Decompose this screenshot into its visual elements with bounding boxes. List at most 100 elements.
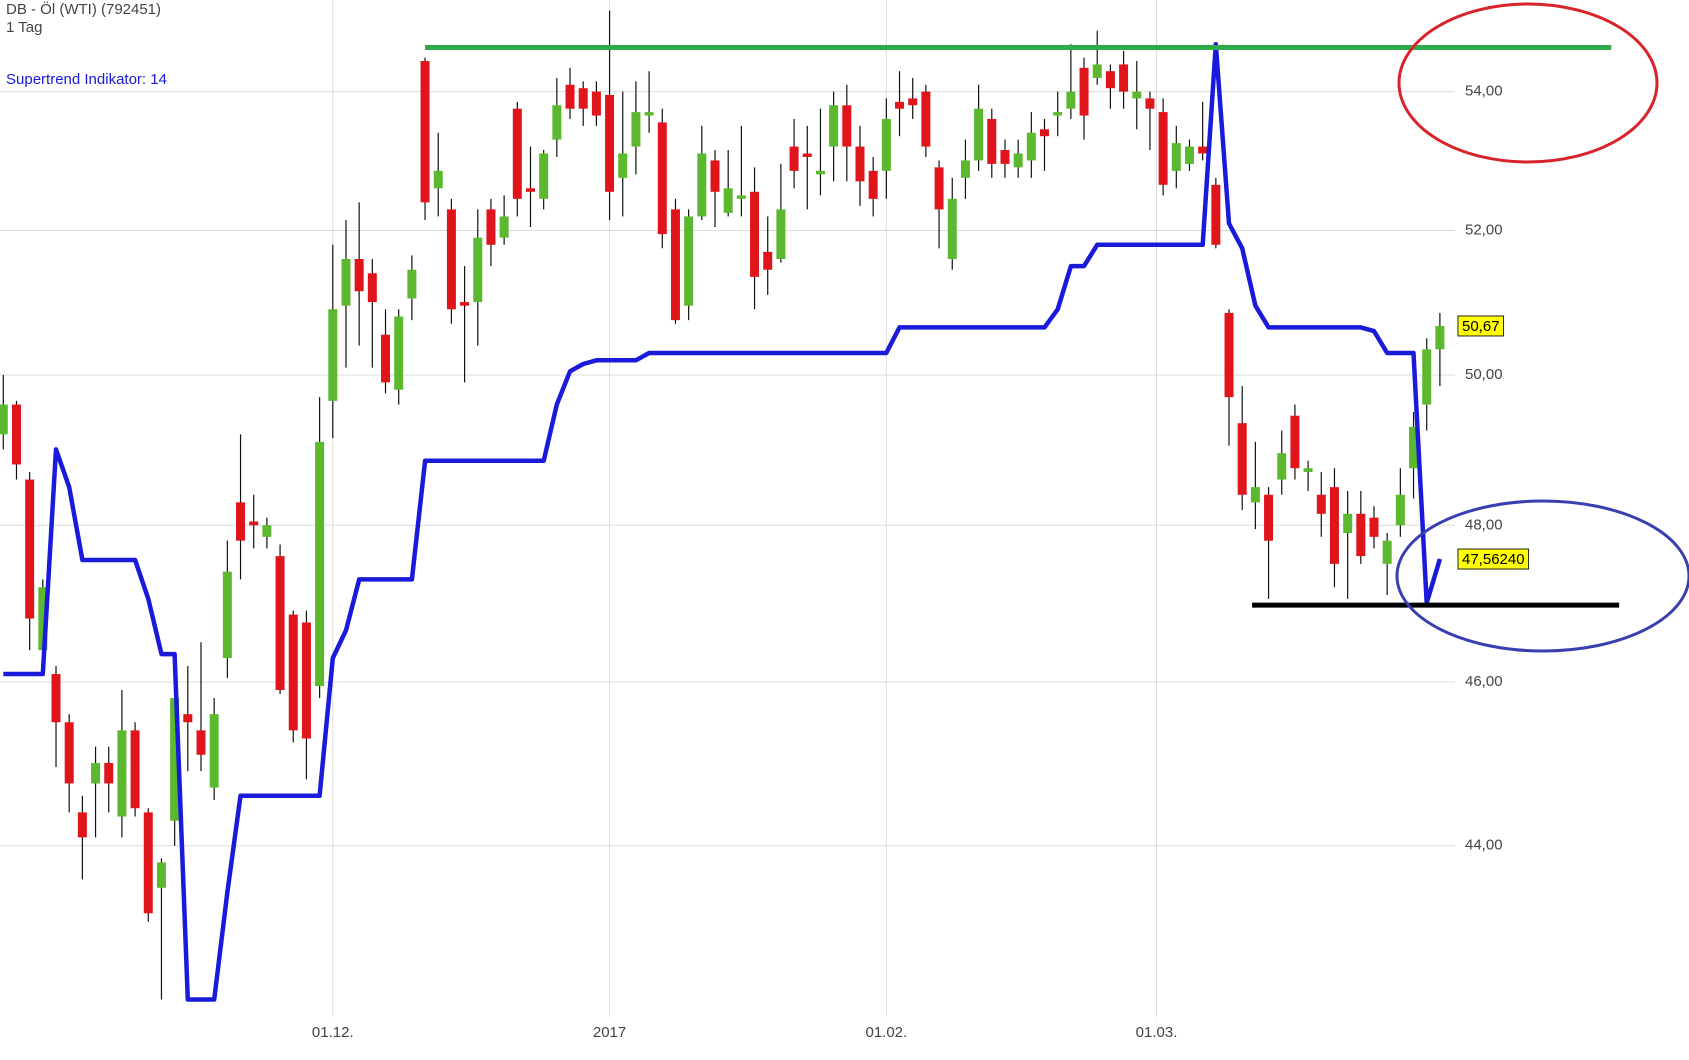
candle-body <box>236 502 246 541</box>
candle-body <box>1290 415 1300 469</box>
candle-body <box>51 674 61 723</box>
y-tick-label: 54,00 <box>1465 83 1503 100</box>
candle-body <box>934 167 944 210</box>
candle-body <box>723 188 733 213</box>
candle-body <box>789 146 799 171</box>
candle-body <box>460 302 470 306</box>
candle-body <box>605 95 615 192</box>
candle-body <box>1250 487 1260 503</box>
candle-body <box>1092 64 1102 78</box>
candle-body <box>618 153 628 178</box>
candle-body <box>1303 468 1313 472</box>
candle-body <box>104 762 114 784</box>
candle-body <box>697 153 707 217</box>
y-tick-label: 44,00 <box>1465 837 1503 854</box>
chart-title: DB - Öl (WTI) (792451) <box>6 0 161 18</box>
candle-body <box>341 258 351 306</box>
candle-body <box>64 722 74 784</box>
highlight-ellipse <box>1397 2 1659 164</box>
candle-body <box>974 108 984 161</box>
candle-body <box>170 698 180 821</box>
candle-body <box>1435 325 1445 350</box>
candle-body <box>591 91 601 116</box>
candle-body <box>776 209 786 259</box>
candle-body <box>117 730 127 817</box>
highlight-ellipse <box>1395 499 1689 653</box>
candle-body <box>156 862 166 888</box>
x-tick-label: 01.03. <box>1136 1024 1178 1041</box>
candle-body <box>1277 453 1287 480</box>
candle-body <box>815 170 825 175</box>
candle-body <box>38 587 48 651</box>
candle-body <box>1356 513 1366 557</box>
candle-body <box>1395 494 1405 526</box>
candle-body <box>736 195 746 199</box>
candle-body <box>473 237 483 303</box>
candle-body <box>1184 146 1194 164</box>
candle-body <box>222 571 232 659</box>
candle-body <box>1224 312 1234 398</box>
candle-body <box>1066 91 1076 109</box>
chart-subtitle: 1 Tag <box>6 19 42 36</box>
candle-body <box>552 105 562 140</box>
candle-body <box>486 209 496 245</box>
candle-body <box>249 521 259 526</box>
candle-body <box>499 216 509 238</box>
candle-body <box>77 812 87 838</box>
price-tag <box>1457 548 1530 570</box>
candle-body <box>763 251 773 270</box>
candle-body <box>1211 184 1221 245</box>
candle-body <box>947 198 957 259</box>
candle-body <box>525 188 535 192</box>
x-tick-label: 2017 <box>593 1024 626 1041</box>
candle-body <box>578 88 588 109</box>
candle-body <box>908 98 918 106</box>
candle-body <box>143 812 153 914</box>
candle-body <box>881 118 891 171</box>
candle-body <box>1119 64 1129 92</box>
candle-body <box>1382 540 1392 564</box>
legend-entry: Supertrend Indikator: 14 <box>6 71 167 88</box>
candle-body <box>407 269 417 299</box>
candle-body <box>670 209 680 321</box>
candle-body <box>354 258 364 292</box>
candle-body <box>1316 494 1326 514</box>
candle-body <box>960 160 970 178</box>
candle-body <box>1079 67 1089 116</box>
candle-body <box>420 61 430 203</box>
candle-body <box>987 118 997 164</box>
candle-body <box>895 101 905 109</box>
candle-body <box>868 170 878 199</box>
candle-body <box>710 160 720 192</box>
x-tick-label: 01.12. <box>312 1024 354 1041</box>
candle-body <box>1343 513 1353 533</box>
y-tick-label: 48,00 <box>1465 516 1503 533</box>
candle-body <box>301 622 311 739</box>
candle-body <box>1171 143 1181 171</box>
candle-body <box>921 91 931 147</box>
candle-body <box>1158 112 1168 185</box>
y-tick-label: 46,00 <box>1465 673 1503 690</box>
candle-body <box>381 334 391 383</box>
candle-body <box>91 762 101 784</box>
candle-body <box>1053 112 1063 116</box>
candle-body <box>328 309 338 401</box>
price-tag <box>1457 315 1505 337</box>
candle-body <box>1264 494 1274 541</box>
candle-body <box>262 525 272 537</box>
candle-body <box>1237 423 1247 495</box>
candle-body <box>565 84 575 109</box>
candle-body <box>1105 71 1115 89</box>
candle-body <box>539 153 549 199</box>
candle-body <box>684 216 694 306</box>
candle-body <box>631 112 641 147</box>
candle-body <box>394 316 404 390</box>
y-tick-label: 52,00 <box>1465 222 1503 239</box>
candle-body <box>183 714 193 723</box>
candle-body <box>275 556 285 691</box>
y-tick-label: 50,00 <box>1465 366 1503 383</box>
candle-body <box>446 209 456 310</box>
candle-body <box>315 441 325 687</box>
candle-body <box>11 404 21 465</box>
